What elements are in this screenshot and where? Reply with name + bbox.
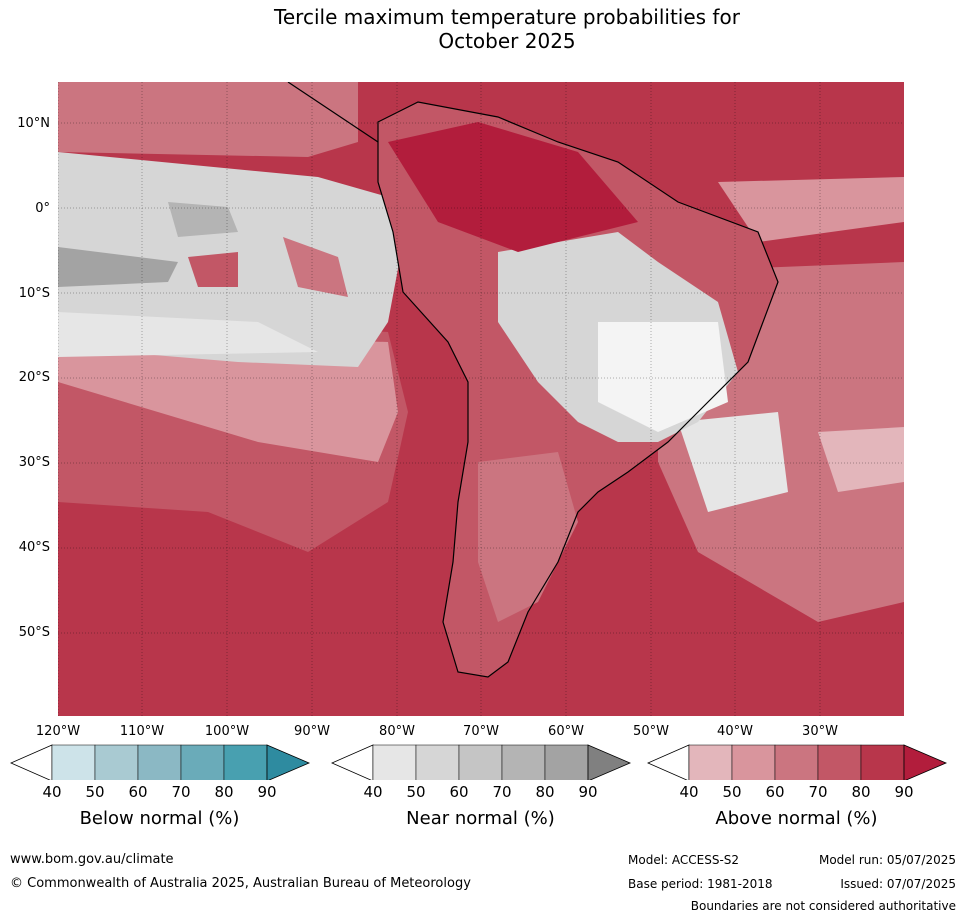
atlantic-light-patch [678, 412, 788, 512]
lat-label-10n: 10°N [17, 116, 50, 131]
title-line-1: Tercile maximum temperature probabilitie… [274, 5, 740, 29]
near-normal-left-arrow [331, 744, 374, 780]
lat-label-30s: 30°S [18, 455, 50, 470]
above-normal-colorbar [647, 744, 948, 780]
probability-map [58, 82, 904, 716]
above-normal-segment [731, 744, 776, 780]
above-normal-tick: 90 [894, 783, 914, 801]
below-normal-title: Below normal (%) [79, 808, 240, 829]
below-normal-right-arrow [266, 744, 311, 780]
near-normal-tick: 50 [406, 783, 426, 801]
near-normal-segment [544, 744, 589, 780]
near-normal-title: Near normal (%) [406, 808, 555, 829]
near-normal-segment [501, 744, 546, 780]
near-normal-mid-patch [168, 202, 238, 237]
below-normal-tick: 70 [171, 783, 191, 801]
above-normal-segment [817, 744, 862, 780]
central-america-coast [287, 82, 379, 143]
map-svg [58, 82, 904, 716]
near-normal-light-band [58, 312, 318, 357]
above-normal-segment [688, 744, 733, 780]
lon-label-110w: 110°W [119, 724, 165, 739]
near-normal-tick: 80 [535, 783, 555, 801]
lon-label-40w: 40°W [717, 724, 753, 739]
lat-label-40s: 40°S [18, 540, 50, 555]
above-normal-left-arrow [647, 744, 690, 780]
lat-label-10s: 10°S [18, 286, 50, 301]
atlantic-north-patch [718, 177, 904, 242]
near-normal-segment [415, 744, 460, 780]
lon-label-50w: 50°W [633, 724, 669, 739]
disclaimer-text: Boundaries are not considered authoritat… [690, 899, 956, 913]
below-normal-segment [180, 744, 225, 780]
lon-label-100w: 100°W [204, 724, 250, 739]
above-normal-tick: 50 [722, 783, 742, 801]
below-normal-tick: 40 [42, 783, 62, 801]
pacific-pink-patch-2 [283, 237, 348, 297]
near-normal-right-arrow [587, 744, 632, 780]
base-period-text: Base period: 1981-2018 [628, 877, 773, 891]
above-normal-tick: 60 [765, 783, 785, 801]
above-normal-tick: 70 [808, 783, 828, 801]
near-normal-tick: 90 [578, 783, 598, 801]
near-normal-segment [458, 744, 503, 780]
near-normal-segment [372, 744, 417, 780]
lon-label-80w: 80°W [379, 724, 415, 739]
below-normal-segment [137, 744, 182, 780]
above-normal-right-arrow [903, 744, 948, 780]
gridlines [58, 82, 904, 716]
below-normal-tick: 80 [214, 783, 234, 801]
near-normal-tick: 60 [449, 783, 469, 801]
near-normal-tick: 40 [363, 783, 383, 801]
pacific-pink-patch [188, 252, 238, 287]
above-normal-segment [774, 744, 819, 780]
model-run-text: Model run: 05/07/2025 [818, 853, 956, 867]
above-normal-title: Above normal (%) [715, 808, 878, 829]
below-normal-segment [94, 744, 139, 780]
above-normal-segment [860, 744, 905, 780]
above-normal-tick: 80 [851, 783, 871, 801]
brazil-white-core [598, 322, 728, 432]
lon-label-30w: 30°W [802, 724, 838, 739]
lon-label-90w: 90°W [294, 724, 330, 739]
above-normal-tick: 40 [679, 783, 699, 801]
model-text: Model: ACCESS-S2 [628, 853, 740, 867]
below-normal-tick: 50 [85, 783, 105, 801]
near-normal-tick: 70 [492, 783, 512, 801]
patagonia-pink [478, 452, 578, 622]
below-normal-left-arrow [10, 744, 53, 780]
below-normal-segment [223, 744, 268, 780]
map-title: Tercile maximum temperature probabilitie… [200, 5, 814, 53]
below-normal-tick: 90 [257, 783, 277, 801]
atlantic-light-pink-patch [818, 427, 904, 492]
below-normal-colorbar [10, 744, 311, 780]
below-normal-tick: 60 [128, 783, 148, 801]
lat-label-50s: 50°S [18, 625, 50, 640]
lon-label-120w: 120°W [35, 724, 81, 739]
near-normal-dark-patch [58, 247, 178, 287]
coastline [377, 101, 779, 678]
title-line-2: October 2025 [438, 29, 576, 53]
lon-label-60w: 60°W [548, 724, 584, 739]
pink-band-north [58, 82, 358, 157]
below-normal-segment [51, 744, 96, 780]
north-sa-dark [388, 122, 638, 252]
lat-label-0: 0° [35, 201, 50, 216]
near-normal-colorbar [331, 744, 632, 780]
copyright-text: © Commonwealth of Australia 2025, Austra… [10, 876, 471, 891]
website-link[interactable]: www.bom.gov.au/climate [10, 852, 174, 867]
lat-label-20s: 20°S [18, 370, 50, 385]
lon-label-70w: 70°W [463, 724, 499, 739]
issued-text: Issued: 07/07/2025 [840, 877, 956, 891]
